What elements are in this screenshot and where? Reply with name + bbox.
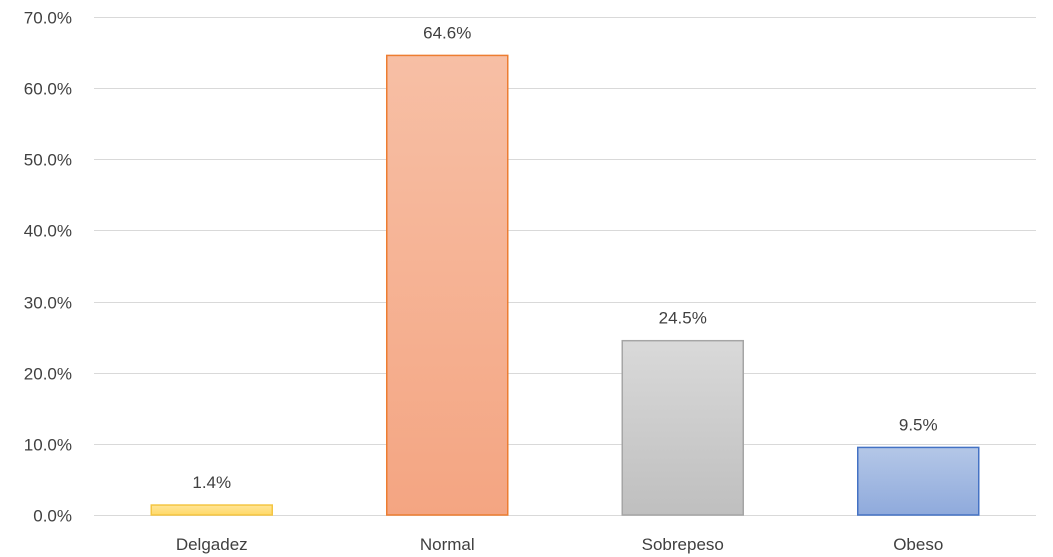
bar-normal (386, 54, 509, 516)
data-labels: 1.4% 64.6% 24.5% 9.5% (192, 23, 937, 492)
y-tick-label: 40.0% (24, 222, 72, 241)
y-tick-label: 60.0% (24, 80, 72, 99)
category-label: Delgadez (176, 535, 248, 554)
y-tick-label: 30.0% (24, 294, 72, 313)
bar-delgadez (150, 504, 273, 516)
data-label: 9.5% (899, 415, 938, 434)
y-tick-label: 10.0% (24, 436, 72, 455)
category-label: Sobrepeso (642, 535, 724, 554)
gridlines (94, 17, 1036, 516)
y-tick-label: 70.0% (24, 9, 72, 28)
y-tick-label: 50.0% (24, 151, 72, 170)
y-tick-label: 0.0% (33, 507, 72, 526)
y-tick-label: 20.0% (24, 365, 72, 384)
category-label: Normal (420, 535, 475, 554)
data-label: 64.6% (423, 23, 471, 42)
category-label: Obeso (893, 535, 943, 554)
y-axis-ticks: 0.0% 10.0% 20.0% 30.0% 40.0% 50.0% 60.0% 70.0% (24, 9, 72, 526)
data-label: 24.5% (659, 309, 707, 328)
bar-sobrepeso (621, 339, 744, 516)
data-label: 1.4% (192, 473, 231, 492)
bars (150, 54, 980, 516)
bar-obeso (857, 446, 980, 516)
x-axis-categories: Delgadez Normal Sobrepeso Obeso (176, 535, 943, 554)
